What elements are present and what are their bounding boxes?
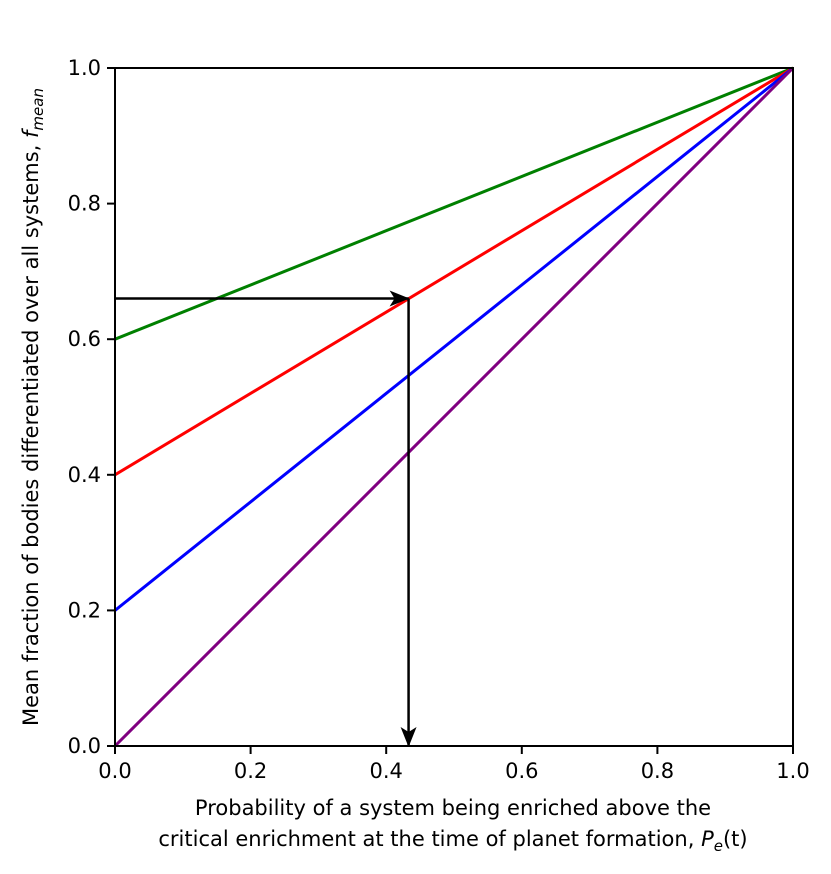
- series-line-1: [114, 66, 794, 477]
- x-tick-label: 0.0: [98, 759, 131, 783]
- x-tick-label: 0.8: [641, 759, 674, 783]
- y-tick-label: 0.4: [68, 463, 101, 487]
- y-tick-label: 0.8: [68, 192, 101, 216]
- plot-area: [113, 66, 795, 748]
- x-axis: 0.0 0.2 0.4 0.6 0.8 1.0: [98, 746, 810, 783]
- y-tick-label: 0.2: [68, 598, 101, 622]
- y-axis-label: Mean fraction of bodies differentiated o…: [19, 88, 47, 726]
- x-tick-label: 0.6: [505, 759, 538, 783]
- series-line-3: [113, 66, 795, 748]
- x-tick-label: 0.2: [234, 759, 267, 783]
- x-axis-label-line1: Probability of a system being enriched a…: [195, 796, 711, 820]
- series-line-2: [114, 66, 794, 612]
- x-tick-label: 1.0: [776, 759, 809, 783]
- series-line-0: [114, 66, 794, 341]
- y-tick-label: 0.6: [68, 327, 101, 351]
- x-tick-label: 0.4: [369, 759, 402, 783]
- plot-frame: [114, 67, 794, 747]
- y-axis: 0.0 0.2 0.4 0.6 0.8 1.0: [68, 56, 115, 758]
- y-tick-label: 0.0: [68, 734, 101, 758]
- y-tick-label: 1.0: [68, 56, 101, 80]
- x-axis-label-line2: critical enrichment at the time of plane…: [158, 827, 747, 855]
